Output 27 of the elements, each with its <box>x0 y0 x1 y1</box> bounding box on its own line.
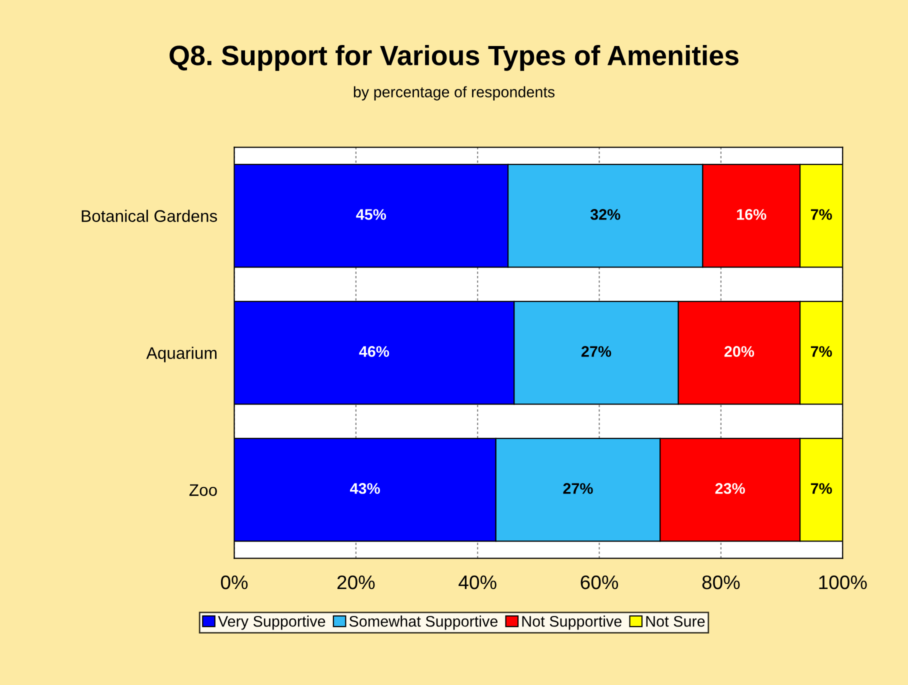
chart-title: Q8. Support for Various Types of Amenities <box>170 44 738 71</box>
x-tick-label: 0% <box>220 575 248 590</box>
data-label: 7% <box>810 209 832 220</box>
data-label: 23% <box>715 483 745 494</box>
legend-label: Very Supportive <box>218 616 326 630</box>
data-label: 16% <box>737 209 766 220</box>
data-label: 20% <box>724 346 754 357</box>
data-label: 32% <box>590 209 620 220</box>
y-tick-label: Aquarium <box>146 346 216 362</box>
data-label: 45% <box>356 209 386 220</box>
x-tick-label: 20% <box>337 575 375 590</box>
data-label: 7% <box>810 483 832 494</box>
legend-label: Not Sure <box>646 616 705 627</box>
x-tick-label: 60% <box>580 575 618 590</box>
legend-label: Somewhat Supportive <box>349 616 498 630</box>
data-label: 7% <box>810 346 832 357</box>
y-tick-label: Botanical Gardens <box>82 210 218 222</box>
x-tick-label: 100% <box>819 575 867 590</box>
data-label: 27% <box>563 483 593 494</box>
chart-subtitle: by percentage of respondents <box>354 86 555 100</box>
data-label: 43% <box>350 483 380 494</box>
data-label: 27% <box>581 346 612 357</box>
legend-label: Not Supportive <box>522 616 622 630</box>
data-label: 46% <box>359 346 390 357</box>
x-tick-label: 80% <box>702 575 740 590</box>
y-tick-label: Zoo <box>189 484 217 496</box>
x-tick-label: 40% <box>458 575 496 590</box>
